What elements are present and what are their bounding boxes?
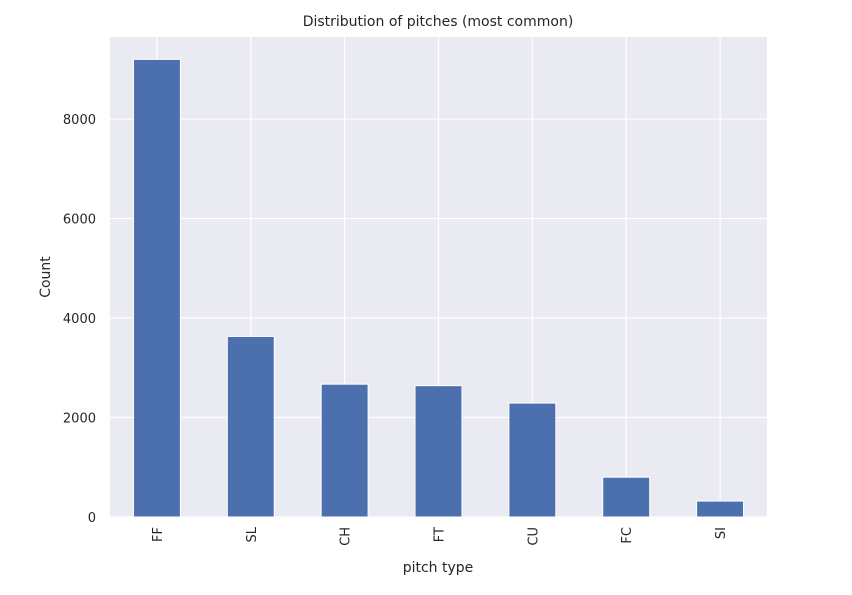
bar-cu: [508, 402, 557, 518]
bar-ff: [132, 58, 181, 518]
y-tick-labels: 0 2000 4000 6000 8000: [63, 113, 96, 526]
x-tick-label: FF: [151, 527, 166, 542]
x-tick-labels: FF SL CH FT CU FC SI: [151, 526, 729, 546]
y-tick-label: 8000: [63, 113, 96, 128]
bar-fc: [602, 476, 651, 518]
bars: [132, 58, 745, 518]
bar-sl: [226, 335, 275, 518]
x-tick-label: CU: [526, 527, 541, 546]
chart-title: Distribution of pitches (most common): [303, 14, 574, 30]
bar-ch: [320, 383, 369, 518]
x-tick-label: SL: [245, 526, 260, 542]
x-tick-label: CH: [339, 527, 354, 546]
bar-ft: [414, 385, 463, 518]
y-axis-label: Count: [38, 256, 54, 298]
y-tick-label: 0: [88, 511, 96, 526]
x-axis-label: pitch type: [403, 560, 474, 576]
y-tick-label: 4000: [63, 312, 96, 327]
x-tick-label: FC: [620, 527, 635, 544]
bar-si: [696, 500, 745, 518]
x-tick-label: SI: [714, 527, 729, 539]
y-tick-label: 6000: [63, 213, 96, 228]
x-tick-label: FT: [433, 527, 448, 542]
y-tick-label: 2000: [63, 412, 96, 427]
